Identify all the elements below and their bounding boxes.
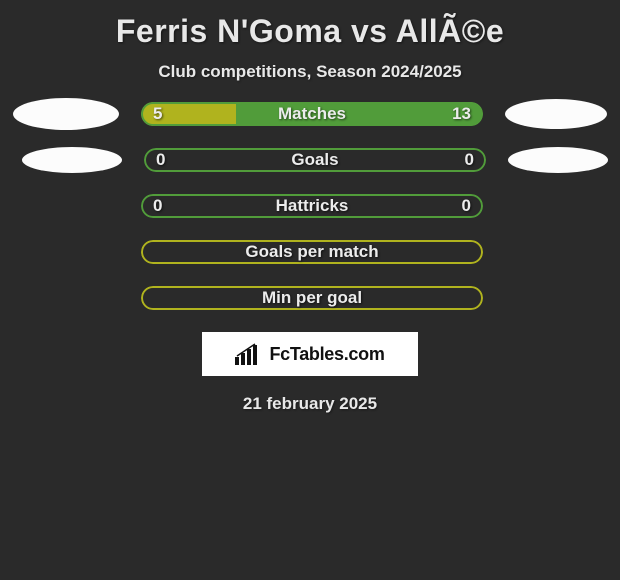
stat-value-right: 13 xyxy=(452,104,471,124)
player-left-avatar xyxy=(13,98,119,130)
stat-bar: 5 Matches 13 xyxy=(141,102,483,126)
logo-text: FcTables.com xyxy=(269,344,384,365)
stat-row: 5 Matches 13 xyxy=(0,102,620,126)
player-left-avatar xyxy=(22,147,122,173)
stat-label: Min per goal xyxy=(262,288,362,308)
stat-label: Matches xyxy=(278,104,346,124)
page-title: Ferris N'Goma vs AllÃ©e xyxy=(0,5,620,54)
stat-label: Goals per match xyxy=(245,242,378,262)
date-label: 21 february 2025 xyxy=(0,376,620,414)
stat-bar: 0 Goals 0 xyxy=(144,148,486,172)
stat-label: Hattricks xyxy=(276,196,349,216)
stat-value-right: 0 xyxy=(465,150,474,170)
stat-row: 0 Hattricks 0 xyxy=(0,194,620,218)
stat-row: Min per goal xyxy=(0,286,620,310)
stat-row: Goals per match xyxy=(0,240,620,264)
stat-bar: 0 Hattricks 0 xyxy=(141,194,483,218)
logo: FcTables.com xyxy=(235,343,384,365)
subtitle: Club competitions, Season 2024/2025 xyxy=(0,54,620,102)
stat-value-left: 5 xyxy=(153,104,162,124)
comparison-card: Ferris N'Goma vs AllÃ©e Club competition… xyxy=(0,0,620,414)
stat-value-left: 0 xyxy=(153,196,162,216)
stats-area: 5 Matches 13 0 Goals 0 0 Hattricks 0 Goals per ma… xyxy=(0,102,620,310)
player-right-avatar xyxy=(508,147,608,173)
logo-box: FcTables.com xyxy=(202,332,418,376)
stat-bar: Goals per match xyxy=(141,240,483,264)
bars-icon xyxy=(235,343,263,365)
stat-label: Goals xyxy=(291,150,338,170)
stat-row: 0 Goals 0 xyxy=(0,148,620,172)
player-right-avatar xyxy=(505,99,607,129)
stat-value-right: 0 xyxy=(462,196,471,216)
bar-fill-right xyxy=(236,102,483,126)
stat-bar: Min per goal xyxy=(141,286,483,310)
stat-value-left: 0 xyxy=(156,150,165,170)
